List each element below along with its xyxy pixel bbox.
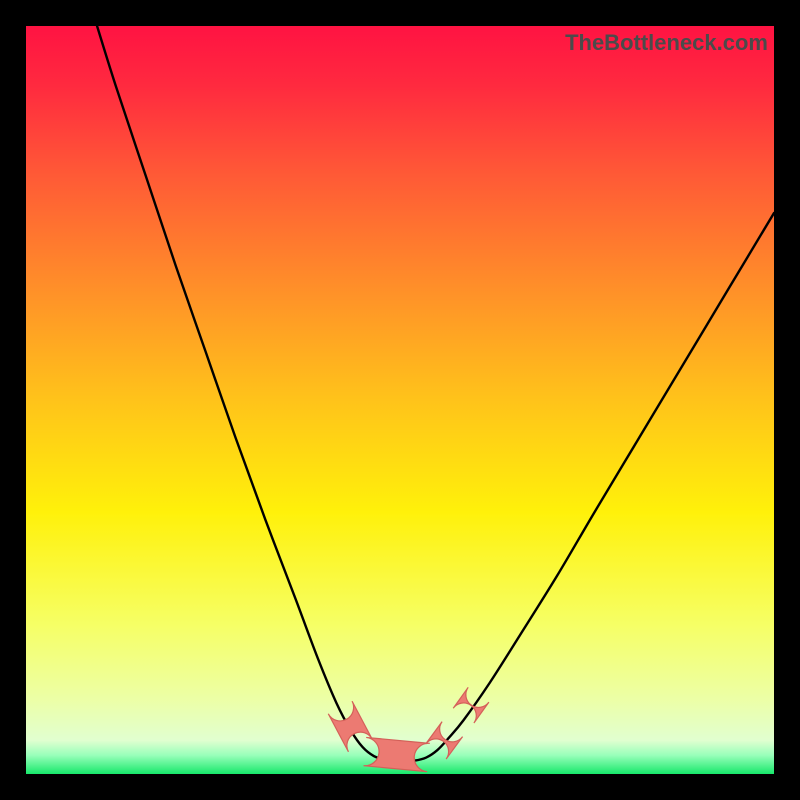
- watermark-label: TheBottleneck.com: [565, 30, 768, 56]
- chart-svg: [26, 26, 774, 774]
- plot-area: [26, 26, 774, 774]
- chart-frame: TheBottleneck.com: [0, 0, 800, 800]
